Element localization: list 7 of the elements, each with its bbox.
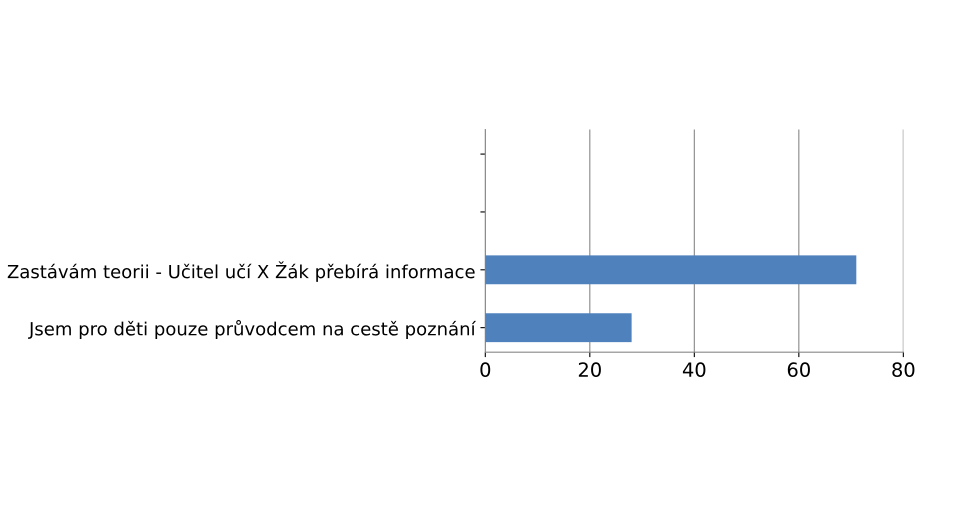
y-tick-label: Zastávám teorii - Učitel učí X Žák přebírá informace — [8, 261, 475, 282]
y-tick-label: Jsem pro děti pouze průvodcem na cestě poznání — [28, 320, 476, 340]
x-tick-label: 60 — [788, 362, 810, 378]
x-tick-label: 80 — [892, 362, 914, 378]
x-tick-label: 40 — [682, 362, 706, 378]
x-tick-label: 20 — [578, 362, 601, 378]
x-tick-label: 0 — [480, 362, 490, 378]
